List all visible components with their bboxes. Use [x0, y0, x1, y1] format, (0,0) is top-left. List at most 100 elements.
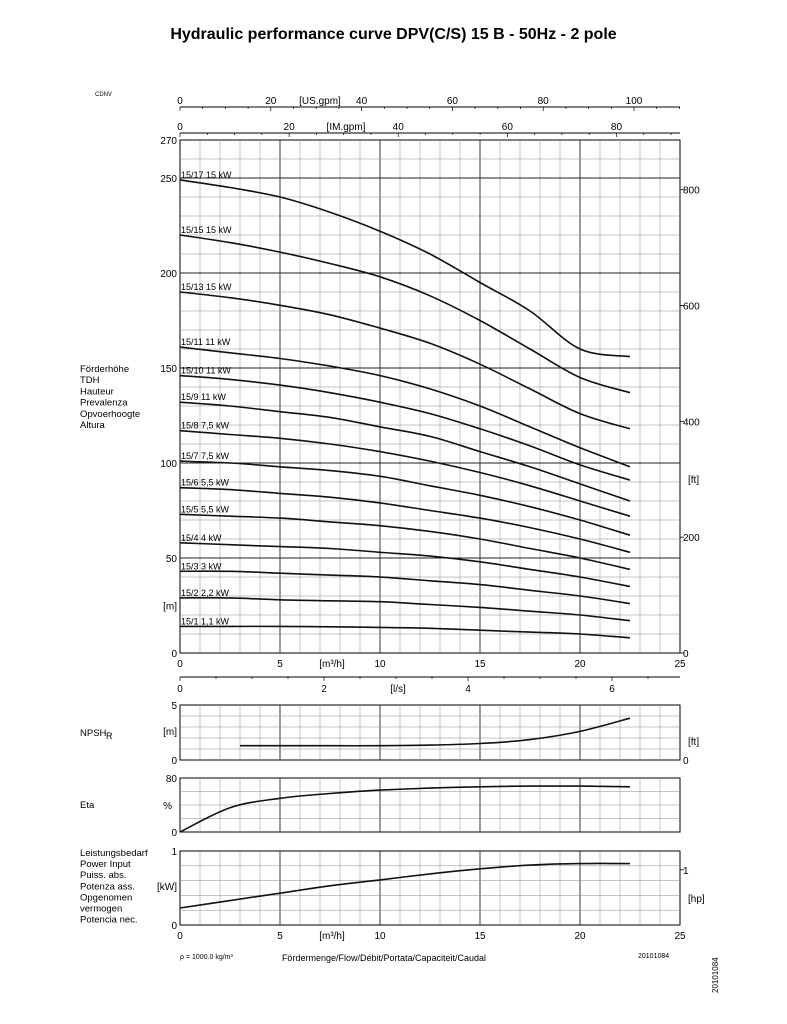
head-curve [179, 429, 631, 517]
head-curve [179, 570, 631, 605]
npsh-axis-subscript: R [106, 731, 113, 741]
ft-tick-label: 600 [683, 302, 700, 313]
head-curve-label: 15/5 5,5 kW [181, 504, 230, 514]
head-curve-label: 15/11 11 kW [181, 337, 231, 347]
npsh-ft-unit-label: [ft] [688, 737, 699, 748]
head-axis-title-line: Förderhöhe [80, 364, 129, 375]
head-panel-frame [179, 139, 681, 654]
power-x-tick-label: 10 [374, 931, 386, 942]
head-axis-title-line: Hauteur [80, 386, 114, 397]
npsh-y-tick-label: 0 [171, 756, 177, 767]
power-axis-title-line: Opgenomen [80, 892, 132, 903]
head-curve-label: 15/13 15 kW [181, 282, 232, 292]
head-y-tick-label: 200 [160, 269, 177, 280]
head-curve [179, 234, 631, 394]
usgpm-tick-label: 0 [177, 96, 183, 107]
usgpm-tick-label: 40 [356, 96, 368, 107]
head-axis-title-line: TDH [80, 375, 100, 386]
power-axis-title-line: Leistungsbedarf [80, 848, 148, 859]
ls-tick-label: 4 [465, 684, 471, 695]
head-curve-label: 15/2 2,2 kW [181, 588, 230, 598]
flow-x-tick-label: 20 [574, 659, 586, 670]
imgpm-tick-label: 0 [177, 122, 183, 133]
head-curve [179, 513, 631, 571]
flow-x-unit-label: [m³/h] [319, 659, 345, 670]
head-curve [179, 542, 631, 588]
power-x-tick-label: 25 [674, 931, 686, 942]
head-curve [179, 486, 631, 554]
head-axis-title-line: Prevalenza [80, 398, 128, 409]
power-axis-title-line: Power Input [80, 859, 131, 870]
power-axis-title-line: Puiss. abs. [80, 870, 126, 881]
head-curve-label: 15/3 3 kW [181, 561, 222, 571]
grid-layer [179, 106, 684, 926]
head-curve [180, 625, 631, 639]
head-curve [179, 401, 631, 502]
ft-tick-label: 800 [683, 186, 700, 197]
flow-x-tick-label: 25 [674, 659, 686, 670]
ft-tick-label: 200 [683, 533, 700, 544]
head-curve-label: 15/8 7,5 kW [181, 421, 230, 431]
head-y-unit-label: [m] [163, 602, 177, 613]
flow-axis-title: Fördermenge/Flow/Débit/Portata/Capacitei… [282, 953, 486, 963]
power-curve [179, 862, 631, 909]
head-y-tick-label: 50 [166, 554, 178, 565]
head-curve [179, 460, 631, 536]
imgpm-unit-label: [IM.gpm] [327, 122, 366, 133]
hp-tick-label: 1 [683, 866, 689, 877]
power-x-tick-label: 5 [277, 931, 283, 942]
power-y-tick-label: 1 [171, 847, 177, 858]
usgpm-unit-label: [US.gpm] [299, 96, 341, 107]
npsh-y-tick-label: 5 [171, 701, 177, 712]
imgpm-tick-label: 40 [393, 122, 405, 133]
power-x-tick-label: 15 [474, 931, 486, 942]
power-x-tick-label: 20 [574, 931, 586, 942]
head-curve [179, 291, 631, 430]
ft-tick-label: 0 [683, 649, 689, 660]
ls-tick-label: 2 [321, 684, 327, 695]
eta-axis-title: Eta [80, 800, 95, 811]
head-curve [179, 346, 631, 468]
npsh-axis-title: NPSH [80, 728, 107, 739]
eta-curve [179, 785, 631, 833]
power-axis-title-line: vermogen [80, 904, 122, 915]
ft-tick-label: 400 [683, 417, 700, 428]
npsh-curve [240, 717, 631, 747]
head-y-tick-label: 270 [160, 136, 177, 147]
power-panel-frame [179, 850, 681, 926]
head-curve-label: 15/6 5,5 kW [181, 478, 230, 488]
power-x-unit-label: [m³/h] [319, 931, 345, 942]
usgpm-tick-label: 80 [538, 96, 550, 107]
eta-y-tick-label: 80 [166, 774, 178, 785]
npsh-y-unit-label: [m] [163, 727, 177, 738]
head-curve-label: 15/17 15 kW [181, 170, 232, 180]
density-note: ρ = 1000.0 kg/m³ [180, 954, 233, 961]
power-axis-title-line: Potenza ass. [80, 881, 135, 892]
head-curve-label: 15/9 11 kW [181, 392, 226, 402]
head-y-tick-label: 0 [171, 649, 177, 660]
side-code: 20101084 [711, 957, 720, 993]
head-curve [179, 179, 631, 358]
flow-x-tick-label: 15 [474, 659, 486, 670]
usgpm-tick-label: 20 [265, 96, 277, 107]
head-curve-label: 15/15 15 kW [181, 225, 232, 235]
eta-y-tick-label: 0 [171, 828, 177, 839]
head-axis-title-line: Opvoerhoogte [80, 409, 140, 420]
head-y-tick-label: 150 [160, 364, 177, 375]
power-y-tick-label: 0 [171, 921, 177, 932]
power-axis-title-line: Potencia nec. [80, 915, 138, 926]
head-axis-title-line: Altura [80, 420, 106, 431]
ft-unit-label: [ft] [688, 475, 699, 486]
power-x-tick-label: 0 [177, 931, 183, 942]
curve-layer [179, 179, 631, 909]
flow-x-tick-label: 10 [374, 659, 386, 670]
flow-x-tick-label: 0 [177, 659, 183, 670]
ls-tick-label: 6 [609, 684, 615, 695]
footer-code: 20101084 [638, 953, 669, 960]
head-curve [179, 596, 631, 622]
imgpm-tick-label: 60 [502, 122, 514, 133]
head-curve-label: 15/7 7,5 kW [181, 451, 230, 461]
npsh-ft-tick-label: 0 [683, 756, 689, 767]
flow-x-tick-label: 5 [277, 659, 283, 670]
